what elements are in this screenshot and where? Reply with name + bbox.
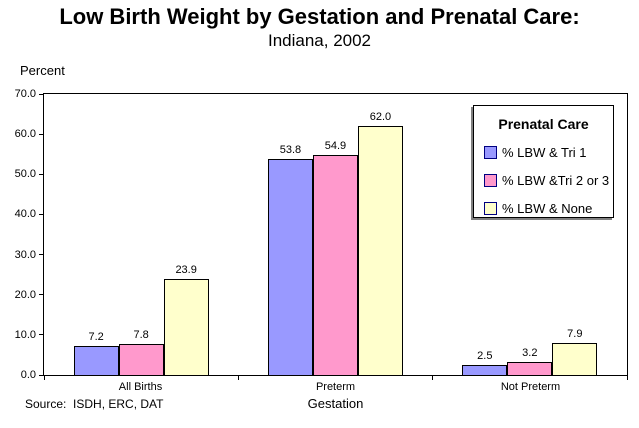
bar-value-label: 3.2 [522, 347, 538, 360]
bar-value-label: 53.8 [279, 144, 302, 157]
x-axis-label: Gestation [307, 396, 364, 411]
y-tick-label: 60.0 [14, 128, 36, 141]
y-tick-mark [39, 374, 44, 376]
y-tick-label: 40.0 [14, 208, 36, 221]
bar-column-lbw-none-preterm: 62.0 [357, 94, 403, 375]
y-tick-mark [39, 294, 44, 296]
bar-groups: 7.2 7.8 23.9 53.8 54.9 62.0 2.5 3.2 7.9 [44, 94, 627, 375]
legend-swatch-icon [484, 202, 497, 215]
bar-value-label: 7.9 [567, 328, 583, 341]
x-category-label-all-births: All Births [118, 381, 163, 393]
chart-subtitle: Indiana, 2002 [267, 31, 372, 50]
bar-value-label: 62.0 [369, 111, 392, 124]
bar-value-label: 54.9 [324, 139, 347, 152]
x-category-label-preterm: Preterm [315, 381, 356, 393]
legend-item-label: % LBW & None [502, 201, 593, 216]
x-category-label-not-preterm: Not Preterm [500, 381, 561, 393]
bar-column-lbw-tri-2-or-3-not-preterm: 3.2 [507, 94, 553, 375]
chart-title: Low Birth Weight by Gestation and Prenat… [59, 4, 580, 29]
y-tick-mark [39, 173, 44, 175]
bar-group-not-preterm: 2.5 3.2 7.9 [433, 94, 627, 375]
bar-group-all-births: 7.2 7.8 23.9 [44, 94, 238, 375]
bar-lbw-tri-2-or-3-not-preterm [507, 362, 553, 375]
bar-lbw-tri-2-or-3-preterm [312, 154, 358, 375]
legend-swatch-icon [484, 146, 497, 159]
y-tick-mark [39, 254, 44, 256]
legend: Prenatal Care % LBW & Tri 1 % LBW &Tri 2 … [473, 105, 614, 218]
bar-lbw-none-all-births [163, 279, 209, 375]
legend-item-lbw-tri-1: % LBW & Tri 1 [484, 144, 609, 161]
y-tick-label: 20.0 [14, 288, 36, 301]
y-tick-label: 10.0 [14, 328, 36, 341]
x-tick-mark [432, 376, 434, 380]
bar-column-lbw-tri-2-or-3-preterm: 54.9 [312, 94, 358, 375]
legend-item-lbw-none: % LBW & None [484, 200, 609, 217]
y-tick-mark [39, 213, 44, 215]
bar-value-label: 7.8 [133, 328, 149, 341]
y-tick-mark [39, 133, 44, 135]
y-tick-label: 50.0 [14, 168, 36, 181]
bar-lbw-tri-1-preterm [267, 159, 313, 375]
legend-item-lbw-tri-2-or-3: % LBW &Tri 2 or 3 [484, 172, 609, 189]
x-tick-mark [237, 376, 239, 380]
bar-column-lbw-tri-1-preterm: 53.8 [267, 94, 313, 375]
bar-value-label: 2.5 [477, 349, 493, 362]
y-tick-mark [39, 93, 44, 95]
legend-swatch-icon [484, 174, 497, 187]
y-tick-label: 70.0 [14, 88, 36, 100]
bar-value-label: 7.2 [88, 331, 104, 344]
bar-column-lbw-none-not-preterm: 7.9 [552, 94, 598, 375]
legend-item-label: % LBW &Tri 2 or 3 [502, 173, 610, 188]
bar-column-lbw-none-all-births: 23.9 [163, 94, 209, 375]
bar-lbw-none-preterm [357, 126, 403, 375]
legend-items: % LBW & Tri 1 % LBW &Tri 2 or 3 % LBW & No… [484, 144, 609, 217]
bar-column-lbw-tri-1-not-preterm: 2.5 [462, 94, 508, 375]
legend-item-label: % LBW & Tri 1 [502, 145, 587, 160]
x-tick-mark [43, 376, 45, 380]
bar-value-label: 23.9 [175, 264, 197, 277]
bar-lbw-none-not-preterm [552, 343, 598, 375]
bar-lbw-tri-1-not-preterm [462, 364, 508, 375]
bar-lbw-tri-2-or-3-all-births [118, 343, 164, 375]
y-tick-mark [39, 334, 44, 336]
x-tick-mark [626, 376, 628, 380]
x-axis-category-labels: All Births Preterm Not Preterm [43, 381, 628, 393]
y-axis-label: Percent [20, 63, 65, 78]
legend-title: Prenatal Care [498, 116, 589, 132]
y-tick-label: 30.0 [14, 248, 36, 261]
y-tick-label: 0.0 [20, 369, 36, 381]
source-note: Source: ISDH, ERC, DAT [25, 397, 164, 411]
bar-lbw-tri-1-all-births [73, 346, 119, 375]
bar-column-lbw-tri-1-all-births: 7.2 [73, 94, 119, 375]
bar-column-lbw-tri-2-or-3-all-births: 7.8 [118, 94, 164, 375]
bar-group-preterm: 53.8 54.9 62.0 [238, 94, 432, 375]
